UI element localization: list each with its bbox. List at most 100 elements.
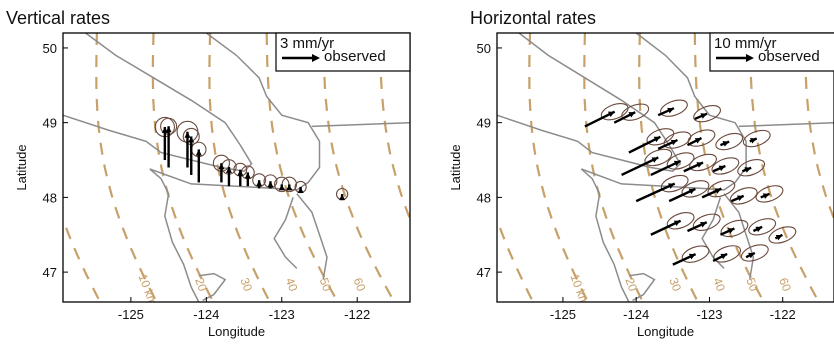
error-ellipse <box>737 159 766 177</box>
rate-arrowhead <box>195 149 202 156</box>
error-ellipse <box>600 103 629 121</box>
legend-series-label: observed <box>324 48 386 65</box>
rate-arrowhead <box>775 234 783 241</box>
rate-arrowhead <box>237 169 244 176</box>
error-ellipse <box>666 212 695 230</box>
rate-arrowhead <box>736 195 744 201</box>
depth-contour-line <box>497 216 534 302</box>
rate-arrowhead <box>165 126 172 133</box>
y-tick-label: 50 <box>43 41 57 56</box>
y-axis-label: Latitude <box>14 144 29 190</box>
error-ellipse <box>711 157 740 175</box>
rate-arrowhead <box>720 253 728 260</box>
rate-arrowhead <box>762 193 770 199</box>
rate-arrowhead <box>718 165 726 172</box>
legend-series-label: observed <box>758 48 820 65</box>
coastline-segment <box>198 272 227 302</box>
x-tick-label: -124 <box>623 307 649 322</box>
rate-arrowhead <box>694 138 702 144</box>
rate-arrowhead <box>673 220 681 227</box>
y-tick-label: 50 <box>477 41 491 56</box>
legend-box <box>275 32 411 72</box>
contour-label: 50 <box>743 276 761 294</box>
plot-frame <box>496 32 834 303</box>
rate-arrowhead <box>748 252 755 259</box>
x-tick-label: -125 <box>118 307 144 322</box>
x-tick-label: -123 <box>269 307 295 322</box>
error-ellipse <box>748 218 777 236</box>
rate-arrowhead <box>722 141 730 147</box>
rate-arrowhead <box>628 112 636 118</box>
rate-arrowhead <box>651 157 659 163</box>
y-tick-label: 47 <box>477 265 491 280</box>
y-tick-label: 49 <box>43 116 57 131</box>
rate-arrowhead <box>673 160 681 167</box>
plot-frame <box>62 32 411 303</box>
rate-arrowhead <box>667 107 674 114</box>
error-ellipse <box>666 152 695 170</box>
error-ellipse <box>646 128 675 146</box>
rate-vector <box>621 156 659 177</box>
rate-arrowhead <box>700 222 707 228</box>
y-axis-ticks: 47 48 49 50 <box>43 41 68 280</box>
coastline-segment <box>497 33 682 173</box>
contour-label: 60 <box>776 276 794 294</box>
rate-arrowhead <box>653 136 661 143</box>
rate-arrowhead <box>688 253 696 260</box>
depth-contour-line <box>378 33 410 222</box>
legend-box <box>709 32 834 72</box>
x-tick-label: -124 <box>193 307 219 322</box>
contour-label: 30 <box>666 276 684 294</box>
rate-arrowhead <box>297 187 304 194</box>
horizontal-rates-title: Horizontal rates <box>470 8 596 28</box>
rate-arrowhead <box>267 181 274 188</box>
rate-arrowhead <box>256 180 263 187</box>
coastline-segment <box>149 168 200 302</box>
coastline-segment <box>628 272 656 302</box>
depth-contour-line <box>322 33 396 302</box>
depth-contour-line <box>265 33 339 302</box>
vertical-rate-vectors <box>161 126 346 201</box>
contour-label: 60 <box>351 276 369 294</box>
coastline-segment <box>723 193 755 280</box>
rate-arrowhead <box>184 131 191 138</box>
rate-arrowhead <box>218 163 225 170</box>
depth-contour-line <box>528 33 589 302</box>
legend: 3 mm/yr observed <box>275 32 411 72</box>
y-tick-label: 49 <box>477 116 491 131</box>
contour-label: 20 <box>192 276 210 294</box>
rate-vector <box>635 182 676 203</box>
depth-contour-line <box>693 33 765 302</box>
rate-arrowhead <box>667 183 675 189</box>
depth-contour-line <box>748 33 820 302</box>
legend-arrowhead <box>746 54 754 62</box>
rate-arrowhead <box>750 137 757 144</box>
error-ellipse <box>693 104 721 123</box>
rate-arrowhead <box>607 111 615 118</box>
error-ellipse <box>713 245 742 263</box>
y-tick-label: 47 <box>43 265 57 280</box>
coastline-segment <box>63 33 253 173</box>
coastline <box>497 33 834 302</box>
coastline-segment <box>273 197 298 269</box>
coastline-segment <box>311 121 410 128</box>
x-axis-ticks: -125 -124 -123 -122 <box>118 297 370 322</box>
coastline <box>63 33 410 302</box>
y-axis-label: Latitude <box>448 144 463 190</box>
error-ellipse <box>715 132 744 151</box>
rate-arrowhead <box>670 139 678 146</box>
rate-arrowhead <box>278 184 285 191</box>
error-ellipse <box>621 103 650 121</box>
error-ellipse <box>768 226 797 244</box>
legend-scale-label: 10 mm/yr <box>714 35 777 52</box>
x-tick-label: -125 <box>550 307 576 322</box>
error-ellipse <box>755 185 784 203</box>
x-axis-ticks: -125 -124 -123 -122 <box>550 297 796 322</box>
depth-contour-line <box>583 33 644 302</box>
depth-contour-line <box>638 33 699 302</box>
rate-arrowhead <box>727 228 735 234</box>
coastline-segment <box>296 193 328 280</box>
rate-arrowhead <box>755 226 763 233</box>
coastline-segment <box>149 33 321 191</box>
